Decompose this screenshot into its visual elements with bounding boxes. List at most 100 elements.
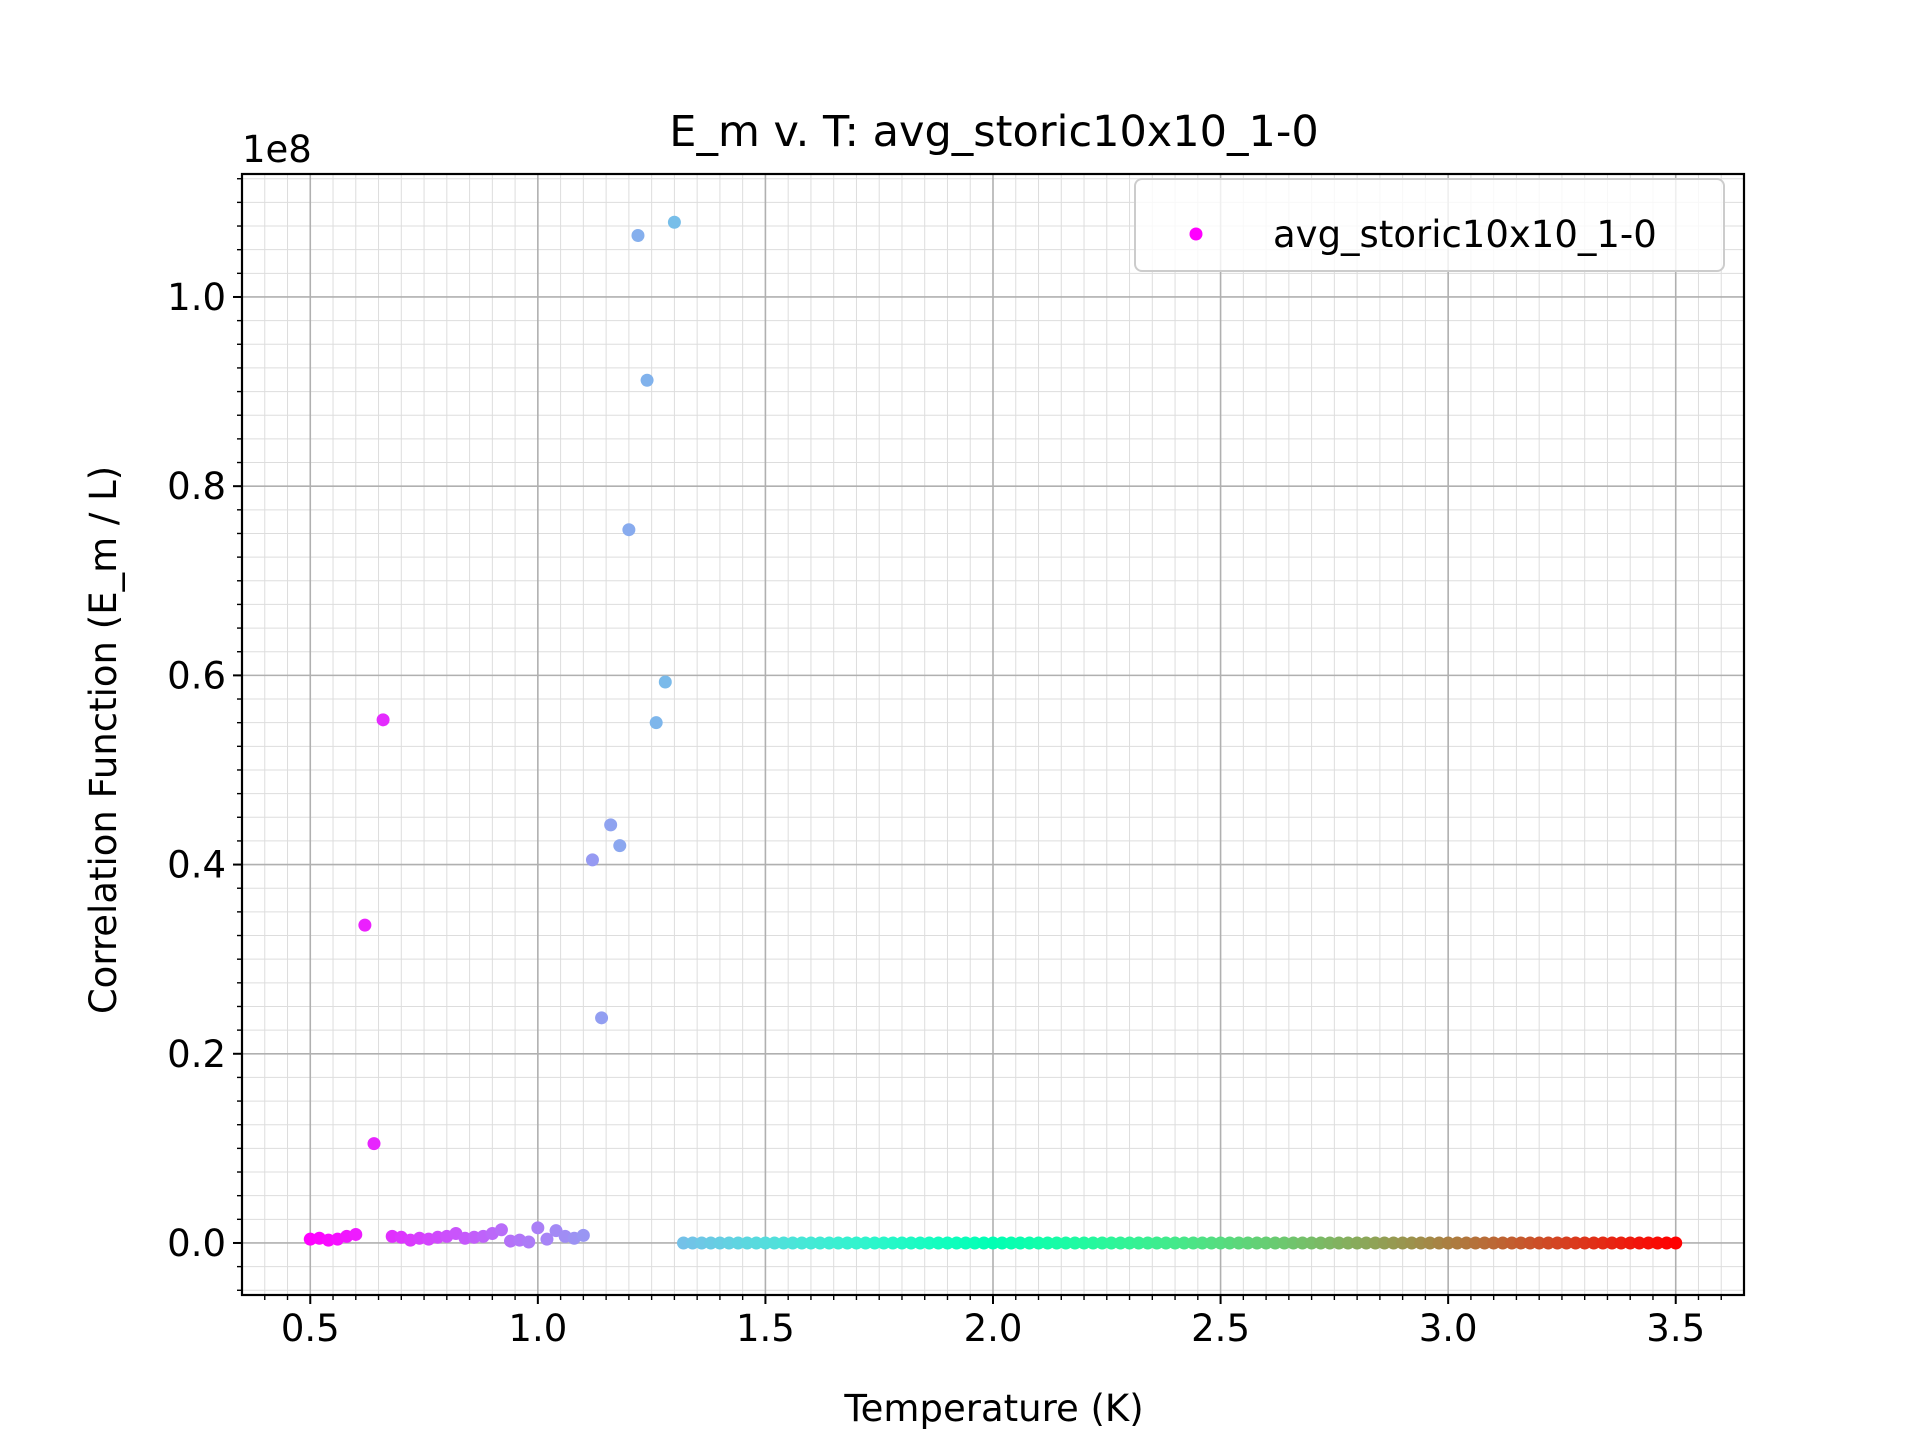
data-point — [576, 1228, 590, 1242]
data-point — [1041, 1236, 1055, 1250]
data-point — [813, 1236, 827, 1250]
data-point — [1050, 1236, 1064, 1250]
data-points — [303, 215, 1683, 1250]
x-tick-label: 1.0 — [508, 1307, 567, 1350]
data-point — [1204, 1236, 1218, 1250]
data-point — [1578, 1236, 1592, 1250]
data-point — [1323, 1236, 1337, 1250]
y-tick-label: 0.8 — [167, 465, 226, 508]
data-point — [1569, 1236, 1583, 1250]
data-point — [1186, 1236, 1200, 1250]
data-point — [886, 1236, 900, 1250]
data-point — [1077, 1236, 1091, 1250]
data-point — [1132, 1236, 1146, 1250]
data-point — [1104, 1236, 1118, 1250]
data-point — [1305, 1236, 1319, 1250]
data-point — [522, 1235, 536, 1249]
data-point — [686, 1236, 700, 1250]
data-point — [640, 373, 654, 387]
data-point — [1478, 1236, 1492, 1250]
data-point — [1596, 1236, 1610, 1250]
data-point — [768, 1236, 782, 1250]
x-tick-label: 2.5 — [1191, 1307, 1250, 1350]
data-point — [676, 1236, 690, 1250]
data-point — [367, 1137, 381, 1151]
x-tick-label: 2.0 — [964, 1307, 1023, 1350]
data-point — [950, 1236, 964, 1250]
data-point — [995, 1236, 1009, 1250]
data-point — [1496, 1236, 1510, 1250]
x-tick-label: 1.5 — [736, 1307, 795, 1350]
data-point — [859, 1236, 873, 1250]
data-point — [877, 1236, 891, 1250]
data-point — [1296, 1236, 1310, 1250]
data-point — [1141, 1236, 1155, 1250]
data-point — [1314, 1236, 1328, 1250]
data-point — [1505, 1236, 1519, 1250]
chart-title: E_m v. T: avg_storic10x10_1-0 — [669, 107, 1318, 157]
y-tick-label: 0.0 — [167, 1222, 226, 1265]
x-tick-labels: 0.5 1.0 1.5 2.0 2.5 3.0 3.5 — [281, 1307, 1705, 1350]
data-point — [804, 1236, 818, 1250]
data-point — [1587, 1236, 1601, 1250]
data-point — [1241, 1236, 1255, 1250]
y-tick-label: 0.2 — [167, 1033, 226, 1076]
data-point — [1605, 1236, 1619, 1250]
data-point — [649, 716, 663, 730]
data-point — [986, 1236, 1000, 1250]
data-point — [1150, 1236, 1164, 1250]
legend-box — [1134, 178, 1725, 272]
data-point — [1032, 1236, 1046, 1250]
legend: avg_storic10x10_1-0 — [1134, 178, 1725, 272]
data-point — [1660, 1236, 1674, 1250]
data-point — [1514, 1236, 1528, 1250]
data-point — [1004, 1236, 1018, 1250]
x-tick-label: 0.5 — [281, 1307, 340, 1350]
axis-ticks — [233, 178, 1722, 1304]
x-tick-label: 3.5 — [1646, 1307, 1705, 1350]
data-point — [758, 1236, 772, 1250]
data-point — [1614, 1236, 1628, 1250]
data-point — [1423, 1236, 1437, 1250]
data-point — [1550, 1236, 1564, 1250]
data-point — [931, 1236, 945, 1250]
data-point — [658, 675, 672, 689]
data-point — [840, 1236, 854, 1250]
data-point — [1559, 1236, 1573, 1250]
data-point — [740, 1236, 754, 1250]
data-point — [595, 1011, 609, 1025]
data-point — [358, 918, 372, 932]
data-point — [1450, 1236, 1464, 1250]
data-point — [604, 818, 618, 832]
data-point — [1387, 1236, 1401, 1250]
data-point — [1195, 1236, 1209, 1250]
x-axis-label: Temperature (K) — [843, 1387, 1143, 1430]
legend-label: avg_storic10x10_1-0 — [1273, 213, 1657, 256]
y-tick-label: 0.4 — [167, 844, 226, 887]
data-point — [1350, 1236, 1364, 1250]
data-point — [376, 713, 390, 727]
data-point — [1177, 1236, 1191, 1250]
data-point — [749, 1236, 763, 1250]
data-point — [1432, 1236, 1446, 1250]
data-point — [1377, 1236, 1391, 1250]
data-point — [1259, 1236, 1273, 1250]
data-point — [667, 215, 681, 229]
data-point — [1022, 1236, 1036, 1250]
data-point — [831, 1236, 845, 1250]
data-point — [1059, 1236, 1073, 1250]
data-point — [1523, 1236, 1537, 1250]
data-point — [1623, 1236, 1637, 1250]
data-point — [1214, 1236, 1228, 1250]
data-point — [1095, 1236, 1109, 1250]
data-point — [922, 1236, 936, 1250]
data-point — [904, 1236, 918, 1250]
data-point — [777, 1236, 791, 1250]
data-point — [1632, 1236, 1646, 1250]
data-point — [786, 1236, 800, 1250]
data-point — [1068, 1236, 1082, 1250]
data-point — [349, 1227, 363, 1241]
data-point — [940, 1236, 954, 1250]
data-point — [795, 1236, 809, 1250]
data-point — [1669, 1236, 1683, 1250]
